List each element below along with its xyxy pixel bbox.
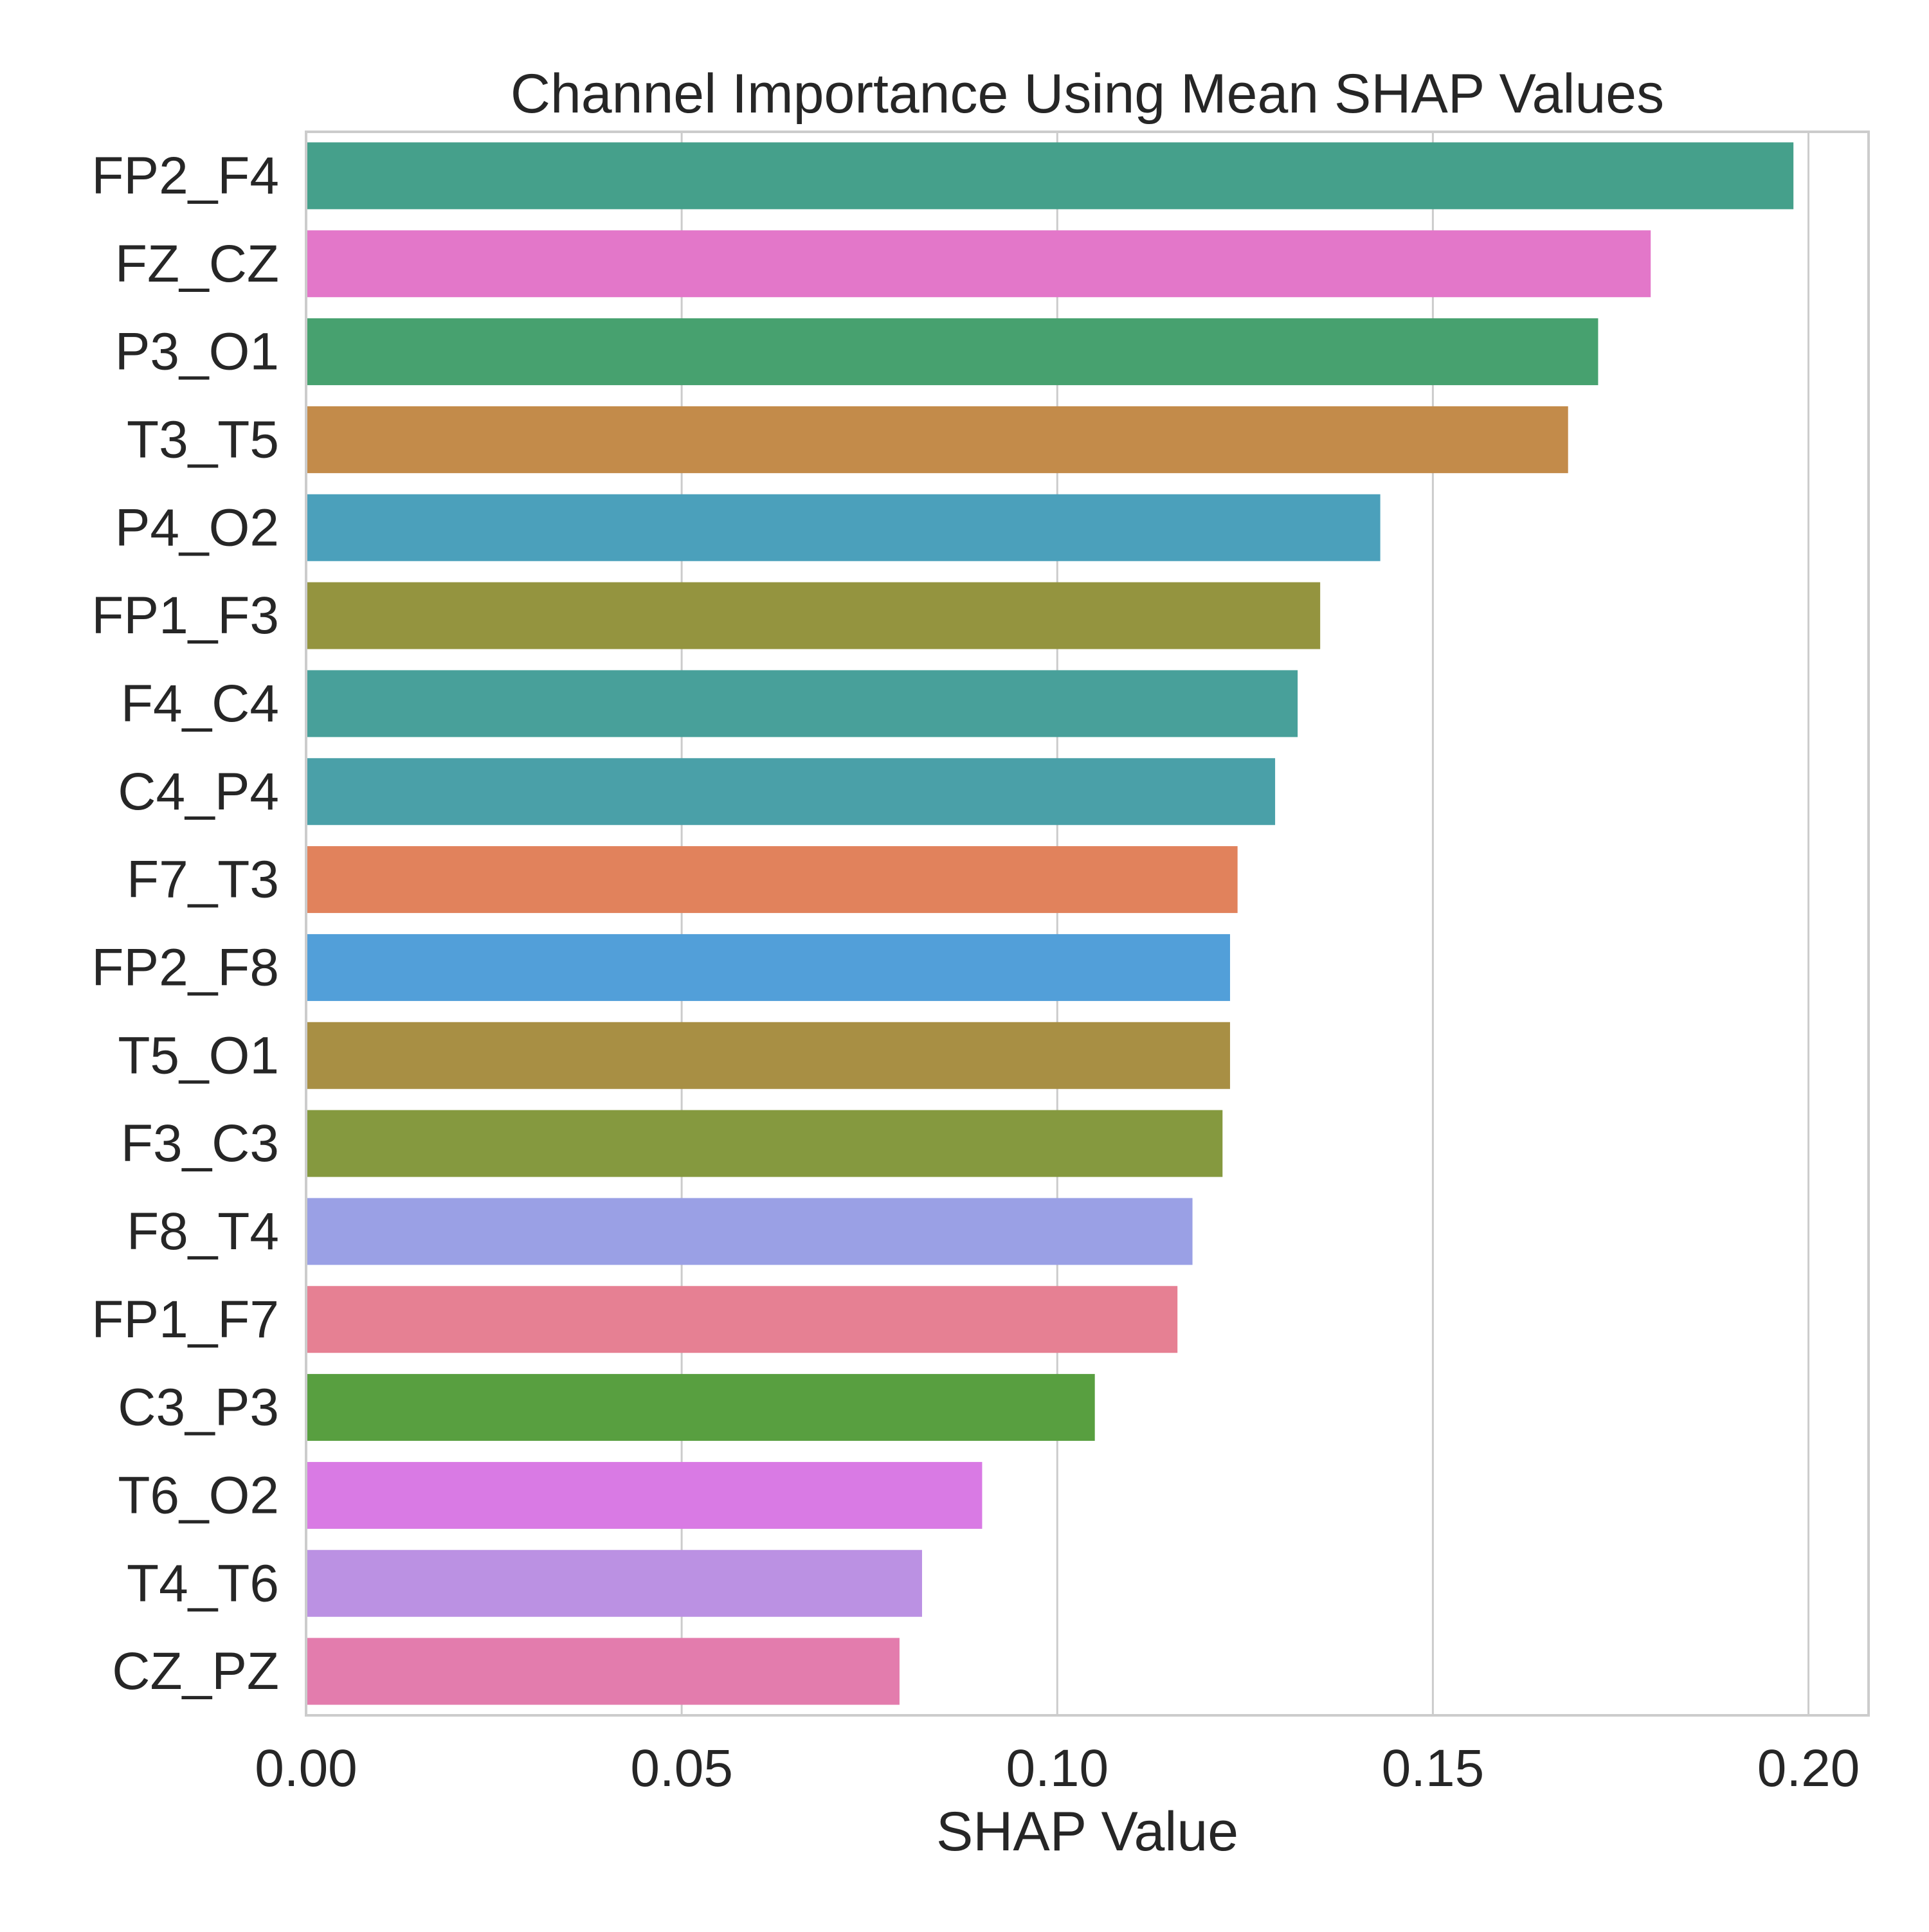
bar-t4-t6 — [306, 1549, 922, 1617]
bar-f7-t3 — [306, 846, 1238, 914]
y-tick-label: FP2_F4 — [91, 147, 279, 205]
y-tick-label: F8_T4 — [127, 1202, 279, 1261]
bar-p3-o1 — [306, 318, 1598, 386]
y-tick-label: T3_T5 — [127, 410, 279, 469]
y-tick-label: C4_P4 — [118, 763, 279, 821]
bar-p4-o2 — [306, 494, 1381, 561]
x-tick-label: 0.05 — [630, 1739, 733, 1798]
x-tick-label: 0.00 — [255, 1739, 358, 1798]
bar-c4-p4 — [306, 758, 1276, 826]
y-tick-label: FP2_F8 — [91, 938, 279, 997]
x-tick-labels: 0.00 0.05 0.10 0.15 0.20 — [255, 1739, 1860, 1798]
bar-fp2-f4 — [306, 142, 1794, 210]
bar-fz-cz — [306, 230, 1651, 298]
bar-t3-t5 — [306, 406, 1568, 473]
y-tick-label: F3_C3 — [121, 1114, 279, 1173]
y-tick-label: FP1_F3 — [91, 586, 279, 645]
bar-fp1-f3 — [306, 582, 1321, 649]
x-tick-label: 0.15 — [1382, 1739, 1485, 1798]
y-tick-label: T6_O2 — [118, 1466, 279, 1524]
y-tick-label: FP1_F7 — [91, 1290, 279, 1349]
y-tick-label: F7_T3 — [127, 851, 279, 909]
bar-t5-o1 — [306, 1022, 1230, 1089]
bar-cz-pz — [306, 1638, 900, 1705]
chart-title: Channel Importance Using Mean SHAP Value… — [511, 63, 1664, 125]
bar-f4-c4 — [306, 670, 1298, 737]
bar-f3-c3 — [306, 1110, 1223, 1177]
bar-fp2-f8 — [306, 934, 1230, 1001]
y-tick-labels: FP2_F4 FZ_CZ P3_O1 T3_T5 P4_O2 FP1_F3 F4_C4 C4_… — [91, 147, 279, 1701]
x-tick-label: 0.20 — [1757, 1739, 1860, 1798]
x-tick-label: 0.10 — [1006, 1739, 1109, 1798]
y-tick-label: C3_P3 — [118, 1378, 279, 1437]
y-tick-label: P4_O2 — [115, 498, 279, 557]
y-tick-label: T5_O1 — [118, 1026, 279, 1085]
y-tick-label: P3_O1 — [115, 323, 279, 381]
bar-c3-p3 — [306, 1374, 1095, 1441]
y-tick-label: F4_C4 — [121, 674, 279, 733]
bar-fp1-f7 — [306, 1286, 1178, 1353]
bar-t6-o2 — [306, 1461, 983, 1529]
x-axis-label: SHAP Value — [936, 1801, 1238, 1863]
y-tick-label: T4_T6 — [127, 1554, 279, 1612]
plot-frame — [305, 131, 1870, 1717]
y-tick-label: FZ_CZ — [115, 235, 279, 293]
bar-f8-t4 — [306, 1198, 1193, 1265]
y-tick-label: CZ_PZ — [112, 1642, 279, 1701]
bars — [306, 142, 1794, 1705]
